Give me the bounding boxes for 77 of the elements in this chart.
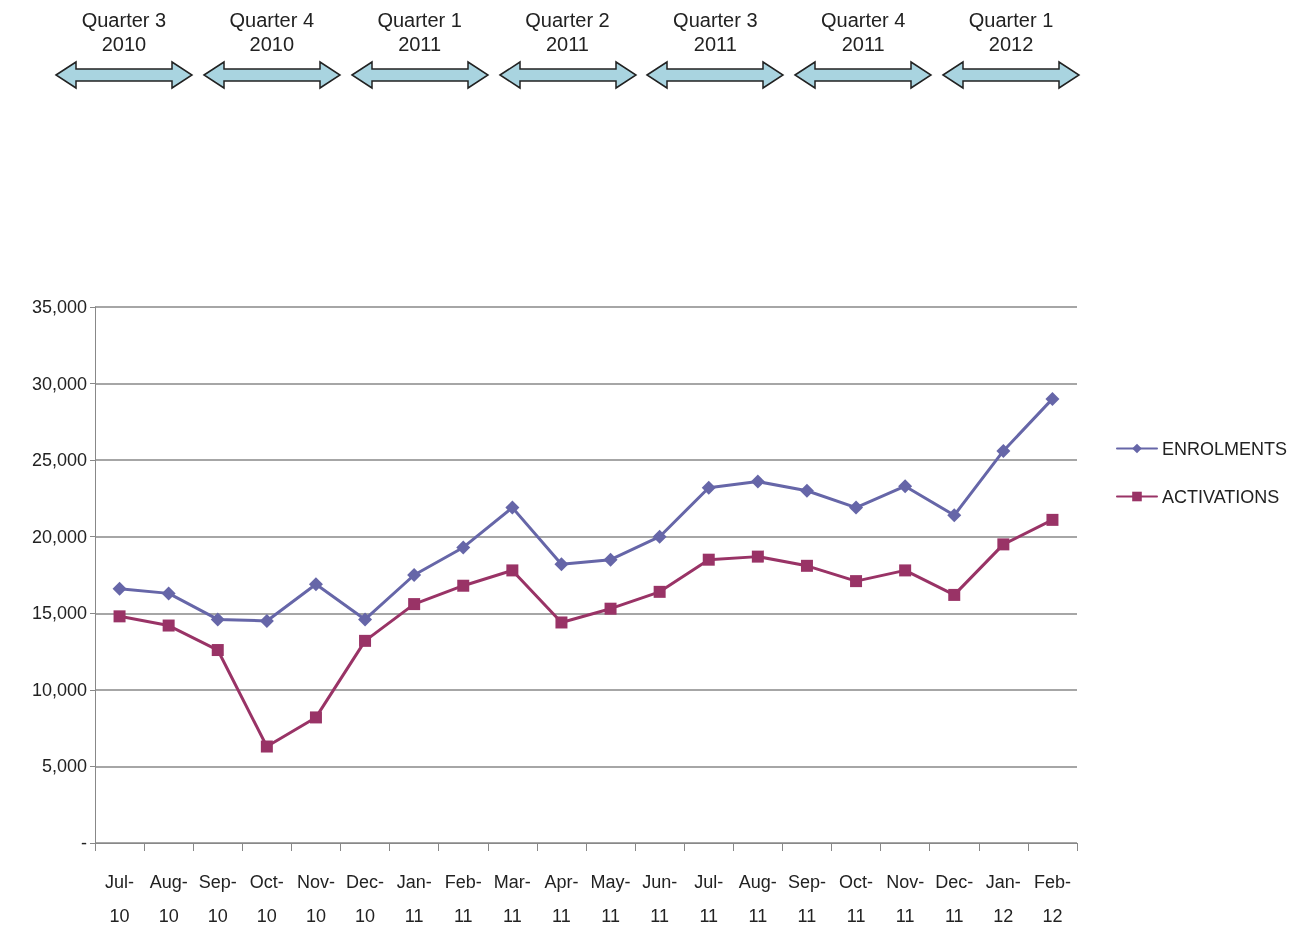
point <box>947 508 962 523</box>
x-tick-label: Jul-11 <box>694 872 724 926</box>
y-tick-label: - <box>81 833 87 853</box>
point <box>309 711 322 724</box>
text: Quarter 1 2012 <box>967 8 1055 56</box>
point <box>701 480 716 495</box>
y-tick-label: 10,000 <box>31 679 87 700</box>
x-tick-label: Nov-10 <box>296 872 335 926</box>
point <box>358 612 373 627</box>
point <box>113 610 126 623</box>
point <box>456 540 471 555</box>
point <box>702 553 715 566</box>
text: Quarter 3 2011 <box>672 8 759 56</box>
point <box>800 559 813 572</box>
point <box>162 619 175 632</box>
point <box>554 557 569 572</box>
point <box>112 581 127 596</box>
point <box>751 550 764 563</box>
x-tick-label: Apr-11 <box>544 872 579 926</box>
x-tick-label: Dec-10 <box>346 872 385 926</box>
legend-label: ENROLMENTS <box>1161 438 1287 459</box>
y-tick-label: 20,000 <box>31 526 87 547</box>
x-tick-label: Jun-11 <box>642 872 678 926</box>
x-tick-label: Oct-10 <box>249 872 284 926</box>
x-tick-label: Feb-12 <box>1033 872 1071 926</box>
point <box>1046 513 1059 526</box>
point <box>359 634 372 647</box>
point <box>260 740 273 753</box>
point <box>1045 391 1060 406</box>
y-tick-label: 5,000 <box>41 756 87 777</box>
point <box>653 585 666 598</box>
x-tick-label: Jan-12 <box>985 872 1021 926</box>
point <box>996 443 1011 458</box>
point <box>555 616 568 629</box>
x-tick-label: Aug-10 <box>149 872 188 926</box>
point <box>849 500 864 515</box>
x-tick-label: Aug-11 <box>738 872 777 926</box>
point <box>799 483 814 498</box>
y-tick-label: 15,000 <box>31 603 87 624</box>
x-tick-label: Feb-11 <box>444 872 482 926</box>
point <box>948 588 961 601</box>
point <box>457 579 470 592</box>
x-tick-label: Sep-10 <box>198 872 237 926</box>
x-tick-label: Oct-11 <box>839 872 874 926</box>
x-tick-label: Sep-11 <box>787 872 826 926</box>
point <box>899 564 912 577</box>
point <box>259 613 274 628</box>
point <box>308 577 323 592</box>
x-tick-label: Nov-11 <box>886 872 925 926</box>
point <box>407 568 422 582</box>
point <box>997 538 1010 551</box>
point <box>652 529 667 544</box>
point <box>505 500 520 515</box>
point <box>408 598 421 611</box>
x-tick-label: Mar-11 <box>493 872 531 926</box>
point <box>506 564 519 577</box>
point <box>211 644 224 657</box>
point <box>898 479 913 494</box>
x-tick-label: May-11 <box>590 872 631 926</box>
text: Quarter 3 2010 <box>80 8 168 56</box>
x-tick-label: Dec-11 <box>935 872 974 926</box>
text: Quarter 4 2011 <box>819 8 907 56</box>
text: Quarter 4 2010 <box>228 8 315 56</box>
x-tick-label: Jan-11 <box>396 872 432 926</box>
point <box>604 602 617 615</box>
text: Quarter 2 2011 <box>524 8 611 56</box>
point <box>603 552 618 567</box>
x-tick-label: Jul-10 <box>105 872 135 926</box>
point <box>210 612 225 627</box>
y-tick-label: 25,000 <box>31 450 87 471</box>
point <box>750 474 765 489</box>
y-tick-label: 35,000 <box>31 297 87 317</box>
point <box>850 575 863 588</box>
text: Quarter 1 2011 <box>376 8 463 56</box>
y-tick-label: 30,000 <box>31 373 87 394</box>
point <box>161 586 176 601</box>
legend-label: ACTIVATIONS <box>1161 486 1280 507</box>
